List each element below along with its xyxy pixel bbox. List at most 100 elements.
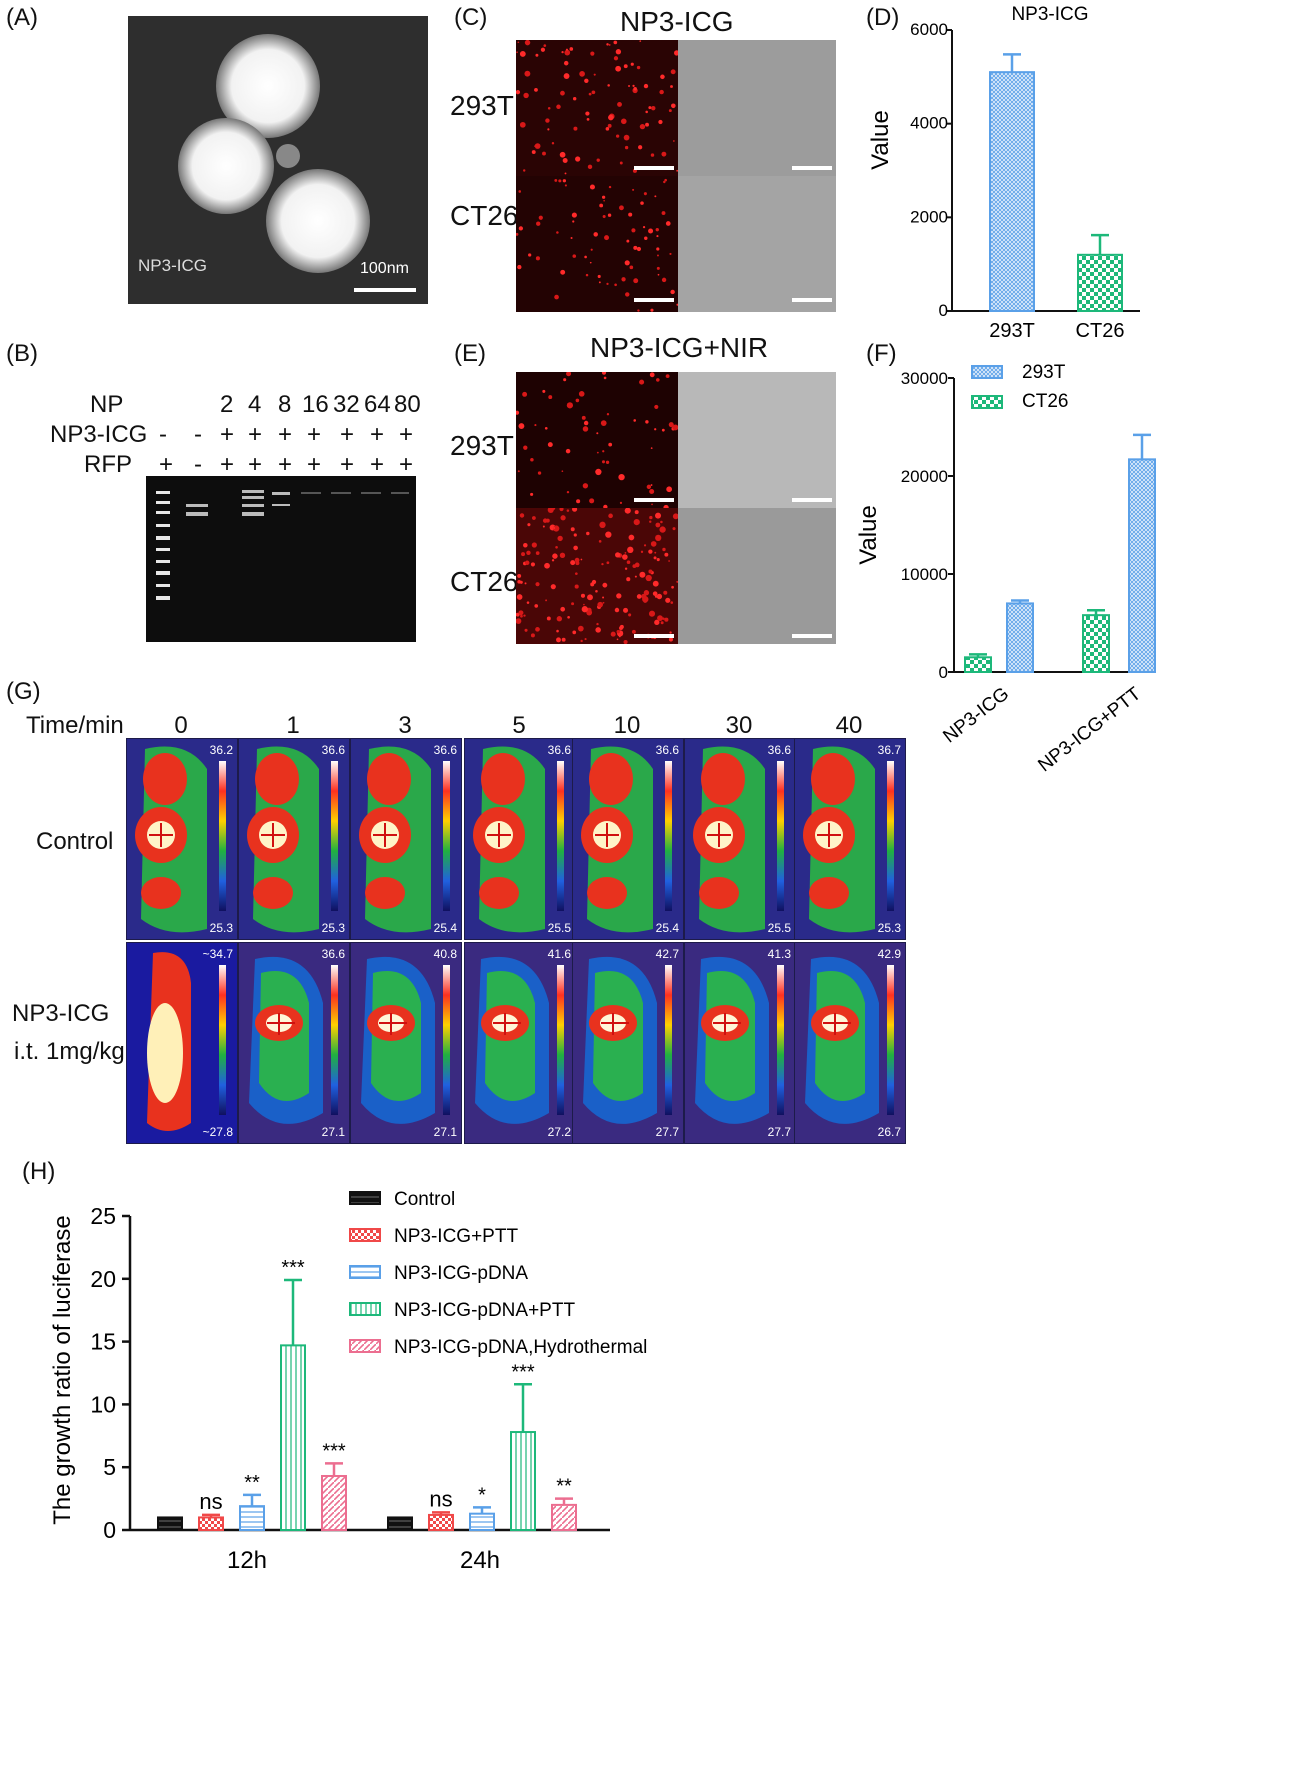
max-temp: 40.8 xyxy=(433,947,457,961)
cell-dot xyxy=(649,372,655,378)
cell-dot xyxy=(518,610,524,616)
cell-dot xyxy=(526,601,530,604)
significance-label: *** xyxy=(281,1257,305,1279)
cell-dot xyxy=(580,593,586,598)
row-control: Control xyxy=(36,828,114,855)
cell-dot xyxy=(605,127,610,131)
icg-sign: + xyxy=(248,421,263,448)
cell-dot xyxy=(618,635,621,638)
np-value: 4 xyxy=(248,391,262,418)
cell-dot xyxy=(573,545,578,551)
cell-dot xyxy=(633,86,637,91)
time-point: 30 xyxy=(725,712,753,739)
thermal-image: 36.6 27.1 xyxy=(238,942,350,1144)
cell-dot xyxy=(517,264,522,270)
cell-dot xyxy=(566,371,572,377)
cell-dot xyxy=(570,527,575,532)
cell-dot xyxy=(544,562,550,569)
cell-dot xyxy=(648,549,653,554)
cell-dot xyxy=(660,520,663,524)
cell-dot xyxy=(595,627,601,633)
icg-sign: + xyxy=(307,421,322,448)
cell-dot xyxy=(530,458,534,462)
cell-dot xyxy=(615,49,622,55)
cell-dot xyxy=(636,246,642,252)
legend-swatch xyxy=(349,1228,381,1242)
cell-dot xyxy=(610,631,616,637)
cell-dot xyxy=(526,550,531,555)
bar xyxy=(321,1474,347,1532)
time-point: 10 xyxy=(613,712,641,739)
cell-dot xyxy=(596,158,600,162)
significance-label: ** xyxy=(556,1476,572,1498)
x-tick-label: NP3-ICG+PTT xyxy=(1034,683,1145,776)
cell-dot xyxy=(676,169,679,172)
brightfield-image xyxy=(678,508,836,644)
cell-dot xyxy=(669,252,672,255)
np-value: 2 xyxy=(220,391,234,418)
cell-dot xyxy=(659,526,666,533)
bar xyxy=(510,1431,536,1532)
gel-image xyxy=(146,476,416,642)
cell-dot xyxy=(648,610,656,617)
cell-dot xyxy=(579,71,585,77)
cell-dot xyxy=(571,602,575,606)
legend-swatch xyxy=(349,1191,381,1205)
cell-dot xyxy=(633,245,638,250)
brightfield-image xyxy=(678,372,836,508)
np-value: 32 xyxy=(333,391,360,418)
rfp-sign: + xyxy=(220,451,235,478)
cell-dot xyxy=(600,420,607,426)
cell-dot xyxy=(522,169,526,172)
cell-dot xyxy=(590,248,593,251)
min-temp: 26.7 xyxy=(877,1125,901,1139)
cell-dot xyxy=(646,484,652,490)
cell-dot xyxy=(597,274,601,279)
cell-dot xyxy=(645,574,652,582)
cell-dot xyxy=(573,533,577,537)
cell-dot xyxy=(536,221,541,226)
cell-dot xyxy=(663,180,666,184)
cell-dot xyxy=(538,215,543,220)
cell-dot xyxy=(564,184,567,187)
cell-dot xyxy=(607,213,612,217)
significance-label: * xyxy=(478,1484,486,1506)
cell-dot xyxy=(613,56,619,61)
cell-dot xyxy=(663,590,668,595)
x-tick-label: 293T xyxy=(989,320,1035,342)
thermal-image: 41.3 27.7 xyxy=(684,942,796,1144)
cell-dot xyxy=(574,557,580,563)
max-temp: 42.7 xyxy=(655,947,679,961)
cell-dot xyxy=(650,447,653,449)
cell-dot xyxy=(560,515,566,521)
legend-swatch xyxy=(349,1339,381,1353)
cell-dot xyxy=(544,426,548,430)
x-tick-label: 12h xyxy=(227,1547,267,1574)
cell-dot xyxy=(578,391,585,397)
cell-dot xyxy=(547,106,551,110)
cell-dot xyxy=(634,510,639,515)
cell-dot xyxy=(565,48,568,51)
cell-dot xyxy=(554,179,558,182)
y-tick-label: 10000 xyxy=(901,565,948,584)
crosshair-icon xyxy=(267,1013,295,1035)
cell-dot xyxy=(517,470,520,473)
cell-dot xyxy=(650,484,653,487)
cell-dot xyxy=(601,562,604,566)
crosshair-icon xyxy=(487,823,511,847)
cell-dot xyxy=(556,629,559,633)
cell-dot xyxy=(575,156,581,162)
color-scale xyxy=(665,965,672,1115)
cell-dot xyxy=(556,637,561,643)
cell-dot xyxy=(572,506,578,512)
cell-dot xyxy=(656,247,660,251)
cell-dot xyxy=(570,236,573,240)
y-tick-label: 0 xyxy=(939,663,948,682)
y-tick-label: 5 xyxy=(103,1454,116,1480)
rfp-sign: - xyxy=(194,451,202,478)
cell-dot xyxy=(619,626,623,630)
crosshair-icon xyxy=(149,823,173,847)
y-axis-label: The growth ratio of luciferase xyxy=(49,1215,76,1524)
cell-dot xyxy=(586,118,590,121)
time-label: Time/min xyxy=(26,712,124,739)
